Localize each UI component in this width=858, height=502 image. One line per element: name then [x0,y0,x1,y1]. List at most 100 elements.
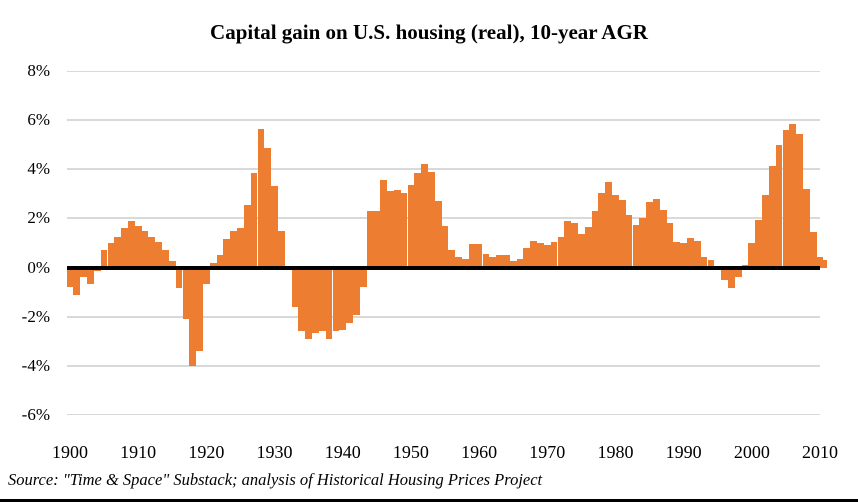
bar-1983 [632,224,640,268]
bar-1910 [134,225,142,268]
x-tick-label-1950: 1950 [392,442,429,462]
x-tick-label-1990: 1990 [665,442,702,462]
bar-1923 [223,239,231,268]
bar-1988 [666,223,674,268]
bar-1998 [734,267,742,278]
gridline--6 [67,414,820,415]
bar-1996 [721,267,728,280]
bar-1991 [687,238,694,268]
bar-1930 [271,186,278,268]
bar-2007 [796,133,803,268]
bar-2011 [823,260,827,268]
bar-1931 [277,230,285,268]
bar-1981 [618,200,626,268]
bar-1945 [373,211,381,268]
bar-1989 [673,241,681,268]
bar-2009 [809,231,817,268]
bar-1984 [639,218,647,268]
bar-1914 [162,250,169,268]
bar-1917 [182,267,190,320]
bar-1905 [100,250,108,268]
x-tick-label-1980: 1980 [597,442,634,462]
bar-1922 [216,255,224,268]
bar-1913 [155,241,163,268]
y-tick-label-6: 6% [27,110,50,130]
y-tick-label-2: 2% [27,208,50,228]
bar-1940 [339,267,347,331]
chart-title: Capital gain on U.S. housing (real), 10-… [210,20,648,44]
bar-1948 [393,190,401,268]
x-tick-label-1970: 1970 [529,442,566,462]
gridline-8 [67,71,820,72]
bar-1994 [707,260,715,268]
bar-1939 [332,267,340,332]
bar-1979 [605,181,613,268]
bar-1970 [543,245,551,268]
gridline--2 [67,315,820,318]
bar-2000 [748,243,756,268]
bar-1953 [427,171,435,268]
bar-1916 [175,267,183,289]
y-tick-label--4: -4% [21,355,50,375]
bar-1902 [80,267,88,278]
bar-1982 [625,214,633,268]
bar-1986 [652,198,660,268]
bar-2010 [816,256,824,268]
bar-1961 [482,254,490,268]
bar-1993 [700,256,708,268]
bar-1997 [727,267,735,289]
x-tick-label-1900: 1900 [52,442,88,462]
bottom-border [0,499,858,502]
x-tick-label-1920: 1920 [188,442,225,462]
bar-1958 [462,258,469,268]
x-tick-label-2000: 2000 [733,442,770,462]
bar-1964 [502,255,510,268]
bar-1919 [196,267,203,352]
bar-1966 [516,258,524,268]
bar-1918 [189,267,197,366]
bar-1980 [612,195,619,268]
y-tick-label--6: -6% [21,405,50,424]
bar-1992 [693,240,701,268]
x-tick-label-2010: 2010 [802,442,838,462]
plot-area [67,71,827,415]
bar-1960 [475,244,483,268]
bar-1963 [496,255,503,268]
bar-1925 [237,228,244,268]
bar-1971 [550,241,558,268]
gridline-4 [67,168,820,171]
bar-1972 [557,236,565,268]
bar-1906 [107,243,115,268]
bar-1951 [414,172,422,268]
bar-1903 [87,267,94,284]
bar-1907 [114,236,122,268]
y-tick-label-4: 4% [27,159,50,179]
bar-1937 [318,267,326,332]
bar-1962 [489,256,497,268]
bar-1976 [584,227,592,268]
bar-1952 [421,164,428,268]
bar-1978 [598,192,606,268]
bar-1943 [359,267,367,288]
bar-1954 [434,201,442,268]
gridline-6 [67,119,820,122]
bar-1955 [441,225,449,268]
bar-1977 [591,211,599,268]
y-tick-label-8: 8% [27,61,50,80]
bar-2005 [782,129,790,268]
bar-1941 [346,267,353,323]
bar-1935 [305,267,313,339]
bar-1929 [264,148,272,268]
bar-1928 [257,128,265,268]
gridline-2 [67,217,820,220]
bar-1950 [407,185,415,268]
bar-1947 [387,191,394,268]
bar-1949 [400,192,408,268]
bar-1942 [352,267,360,316]
bar-1936 [312,267,319,333]
x-tick-label-1930: 1930 [256,442,293,462]
bar-2004 [775,144,783,268]
bar-1900 [67,267,74,288]
bar-1933 [291,267,299,307]
